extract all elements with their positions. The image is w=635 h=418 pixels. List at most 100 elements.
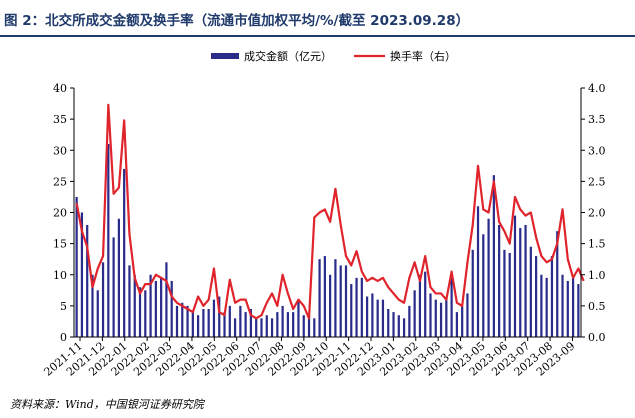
bar [286, 312, 289, 337]
bar [397, 315, 400, 337]
bar [197, 315, 200, 337]
bar [360, 277, 363, 337]
bar [260, 318, 263, 337]
bar [191, 312, 194, 337]
bar [117, 218, 120, 337]
bar [165, 262, 168, 337]
bar [466, 293, 469, 337]
y-right-tick-label: 1.5 [588, 238, 606, 251]
bar [498, 224, 501, 337]
bar [292, 312, 295, 337]
bar [376, 299, 379, 337]
bar [186, 305, 189, 338]
y-right-tick-label: 3.5 [588, 113, 606, 126]
bar [471, 249, 474, 337]
bar [571, 277, 575, 337]
y-right-tick-label: 3.0 [588, 144, 606, 157]
bar [545, 277, 548, 337]
y-left-tick-label: 0 [60, 331, 67, 344]
bar [281, 305, 284, 338]
y-left-tick-label: 35 [53, 113, 67, 126]
bar [424, 271, 427, 337]
bar [323, 256, 326, 337]
bar [429, 293, 432, 337]
bar [535, 256, 538, 337]
bar [344, 265, 348, 337]
y-right-tick-label: 0.0 [588, 331, 606, 344]
bar [408, 305, 411, 338]
bar [202, 308, 205, 337]
bar [413, 290, 416, 337]
bar [392, 312, 395, 337]
bar [455, 312, 458, 337]
source-note: 资料来源：Wind，中国银河证券研究院 [10, 398, 204, 411]
bar [228, 305, 231, 338]
y-right-tick-label: 1.0 [588, 269, 606, 282]
bar [249, 308, 253, 337]
bar [461, 305, 464, 338]
bar [91, 274, 94, 337]
bar [144, 290, 147, 337]
y-left-tick-label: 25 [53, 175, 67, 188]
turnover-line [75, 103, 585, 320]
bar [212, 299, 216, 337]
bar [75, 196, 78, 337]
bar [244, 312, 247, 337]
bar [561, 274, 564, 337]
bar [418, 274, 422, 337]
bar [270, 318, 274, 337]
bar [86, 224, 89, 337]
bar [307, 315, 311, 337]
bar [524, 224, 527, 337]
bar [387, 308, 390, 337]
y-right-tick-label: 2.5 [588, 175, 606, 188]
bar [149, 274, 152, 337]
bar [128, 265, 131, 337]
bar [434, 299, 437, 337]
y-right-tick-label: 4.0 [588, 82, 606, 95]
legend-label-bar: 成交金额（亿元） [244, 49, 332, 63]
y-right-tick-label: 0.5 [588, 300, 606, 313]
bar [154, 280, 157, 337]
bar [529, 246, 532, 337]
bar [503, 249, 506, 337]
y-left-tick-label: 10 [53, 269, 67, 282]
line-series [75, 103, 585, 320]
bar [239, 305, 242, 338]
bar [160, 277, 163, 337]
bar [492, 175, 495, 337]
bar [123, 168, 126, 337]
bar [450, 277, 453, 337]
bar [540, 274, 543, 337]
bar [175, 305, 179, 338]
bar [207, 308, 210, 337]
figure-title: 图 2：北交所成交金额及换手率（流通市值加权平均/%/截至 2023.09.28… [4, 13, 470, 29]
y-right-tick-label: 2.0 [588, 207, 606, 220]
bar [350, 284, 353, 337]
legend-label-line: 换手率（右） [390, 49, 456, 63]
bar [577, 284, 580, 337]
bar [329, 274, 332, 337]
bar [439, 302, 443, 337]
bar [138, 287, 142, 337]
bar [519, 228, 522, 337]
bar [302, 315, 305, 337]
turnover-chart: 成交金额（亿元） 换手率（右） 0 5 10 15 20 25 30 35 40 0.0 0.5 1.0… [42, 49, 606, 379]
figure-header: 图 2：北交所成交金额及换手率（流通市值加权平均/%/截至 2023.09.28… [0, 0, 635, 38]
bar [133, 274, 136, 337]
bar [355, 277, 358, 337]
bar [181, 302, 184, 337]
bar [402, 318, 406, 337]
chart-axes: 0 5 10 15 20 25 30 35 40 0.0 0.5 1.0 1.5 2.0 2.5 3.0 3.5… [42, 82, 606, 379]
bar [381, 299, 385, 337]
bar [101, 262, 105, 337]
y-left-tick-label: 30 [53, 144, 67, 157]
legend-swatch-bar [211, 53, 239, 59]
bar [96, 290, 99, 337]
y-left-tick-label: 20 [53, 207, 67, 220]
chart-legend: 成交金额（亿元） 换手率（右） [211, 49, 456, 63]
bar [339, 265, 342, 337]
title-underline [0, 35, 635, 37]
bar [313, 318, 316, 337]
bar [513, 215, 517, 337]
